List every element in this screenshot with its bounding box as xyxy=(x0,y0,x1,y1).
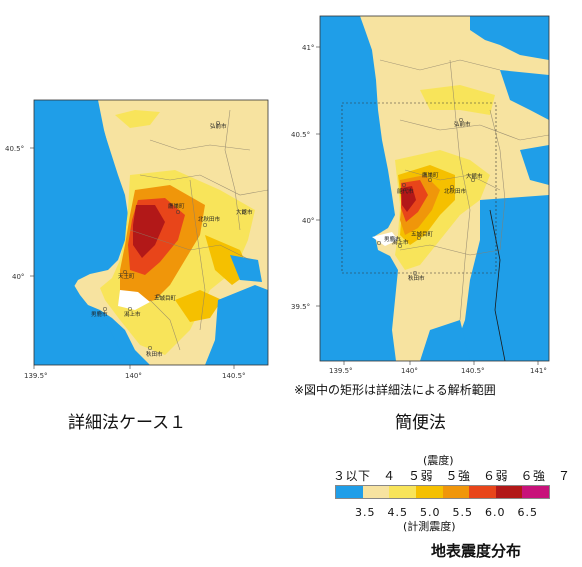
x-tick-label: 139.5° xyxy=(24,372,48,380)
city-label: 男鹿市 xyxy=(384,235,401,243)
right-y-ticks: 41° 40.5° 40° 39.5° xyxy=(291,44,320,311)
y-tick-label: 40° xyxy=(12,273,24,281)
right-x-ticks: 139.5° 140° 140.5° 141° xyxy=(329,361,547,375)
analysis-range-note: ※図中の矩形は詳細法による解析範囲 xyxy=(294,383,496,397)
left-map xyxy=(34,100,268,365)
legend-swatch xyxy=(362,486,390,498)
city-label: 北秋田市 xyxy=(198,215,221,223)
right-map xyxy=(320,16,549,361)
y-tick-label: 41° xyxy=(302,44,314,52)
left-map-frame xyxy=(33,99,269,366)
city-label: 潟上市 xyxy=(392,238,409,246)
legend-value-labels: 3.5 4.5 5.0 5.5 6.0 6.5 xyxy=(355,506,538,519)
right-map-caption: 簡便法 xyxy=(395,413,446,433)
city-label: 大館市 xyxy=(236,208,253,216)
city-label: 天王町 xyxy=(118,273,135,280)
right-city-labels: 弘前市 鷹巣町 北秋田市 大館市 能代市 男鹿市 五城目町 秋田市 潟上市 xyxy=(384,120,483,282)
city-label: 五城目町 xyxy=(411,231,434,238)
left-map-caption: 詳細法ケース１ xyxy=(68,413,187,433)
legend-footer: (計測震度) xyxy=(403,520,456,533)
legend-swatch xyxy=(442,486,470,498)
city-label: 鷹巣町 xyxy=(168,202,185,210)
detailed-analysis-rectangle xyxy=(341,102,497,274)
x-tick-label: 140° xyxy=(401,367,418,375)
left-city-labels: 弘前市 鷹巣町 北秋田市 大館市 五城目町 男鹿市 秋田市 潟上市 天王町 xyxy=(91,122,253,358)
city-label: 大館市 xyxy=(466,172,483,180)
city-label: 北秋田市 xyxy=(444,187,467,195)
city-label: 秋田市 xyxy=(408,274,425,282)
legend-swatch xyxy=(522,486,549,498)
y-tick-label: 40° xyxy=(302,217,314,225)
x-tick-label: 141° xyxy=(530,367,547,375)
legend-swatch xyxy=(389,486,416,498)
y-tick-label: 40.5° xyxy=(291,131,310,139)
legend-swatch xyxy=(469,486,496,498)
city-label: 弘前市 xyxy=(454,120,471,128)
legend-color-bar xyxy=(335,485,550,499)
left-x-ticks: 139.5° 140° 140.5° xyxy=(24,365,246,380)
legend-swatch xyxy=(495,486,523,498)
city-label: 男鹿市 xyxy=(91,310,108,318)
left-y-ticks: 40.5° 40° xyxy=(5,145,34,281)
legend-header: (震度) xyxy=(423,454,454,467)
y-tick-label: 40.5° xyxy=(5,145,24,153)
city-label: 鷹巣町 xyxy=(422,171,439,179)
city-label: 五城目町 xyxy=(154,295,177,302)
x-tick-label: 140° xyxy=(125,372,142,380)
figure-title: 地表震度分布 xyxy=(431,542,522,560)
legend-swatch xyxy=(415,486,443,498)
x-tick-label: 139.5° xyxy=(329,367,353,375)
right-map-frame xyxy=(319,15,550,362)
legend-swatch xyxy=(336,486,363,498)
x-tick-label: 140.5° xyxy=(222,372,246,380)
city-label: 能代市 xyxy=(397,187,414,195)
city-label: 秋田市 xyxy=(146,350,163,358)
city-label: 弘前市 xyxy=(210,122,227,130)
x-tick-label: 140.5° xyxy=(461,367,485,375)
city-label: 潟上市 xyxy=(124,310,141,318)
y-tick-label: 39.5° xyxy=(291,303,310,311)
legend-intensity-labels: ３以下 ４ ５弱 ５強 ６弱 ６強 ７ xyxy=(333,469,571,483)
